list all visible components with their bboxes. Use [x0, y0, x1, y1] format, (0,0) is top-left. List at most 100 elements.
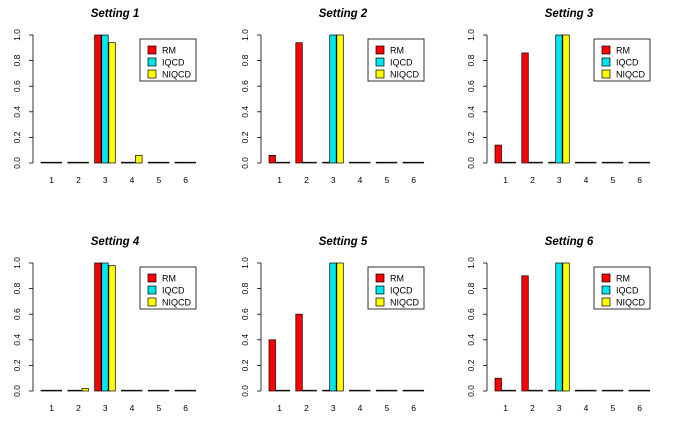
x-tick-label: 1 — [277, 175, 282, 185]
y-tick-label: 0.2 — [240, 131, 250, 143]
bar-iqcd-cat-4 — [583, 162, 590, 163]
y-tick-label: 0.6 — [12, 308, 22, 320]
x-tick-label: 4 — [130, 403, 135, 413]
bar-rm-cat-2 — [68, 390, 75, 391]
x-tick-label: 1 — [277, 403, 282, 413]
legend-label: IQCD — [390, 58, 413, 68]
bar-rm-cat-3 — [549, 390, 556, 391]
x-tick-label: 1 — [503, 175, 508, 185]
bar-rm-cat-4 — [121, 390, 128, 391]
y-tick-label: 0.2 — [12, 359, 22, 371]
legend-swatch-niqcd — [376, 70, 384, 78]
bar-niqcd-cat-2 — [536, 162, 543, 163]
bar-niqcd-cat-4 — [364, 390, 371, 391]
x-tick-label: 3 — [557, 175, 562, 185]
bar-rm-cat-4 — [575, 162, 582, 163]
bar-rm-cat-1 — [269, 155, 276, 163]
x-tick-label: 4 — [358, 175, 363, 185]
legend: RM IQCD NIQCD — [140, 39, 196, 81]
chart-panel-2: Setting 2 0.0 0.2 0.4 0.6 0.8 1.0 1 2 3 4 5 6 RM IQCD N… — [240, 8, 424, 185]
legend-swatch-niqcd — [148, 70, 156, 78]
x-tick-label: 1 — [49, 403, 54, 413]
legend-label: RM — [616, 274, 630, 284]
legend-swatch-iqcd — [148, 58, 156, 66]
x-tick-label: 4 — [130, 175, 135, 185]
legend-label: NIQCD — [390, 298, 420, 308]
bar-iqcd-cat-1 — [502, 390, 509, 391]
x-tick-label: 6 — [637, 403, 642, 413]
bar-rm-cat-1 — [41, 390, 48, 391]
chart-title: Setting 5 — [319, 236, 368, 248]
bar-niqcd-cat-2 — [82, 162, 89, 163]
y-tick-label: 0.4 — [12, 334, 22, 346]
chart-panel-3: Setting 3 0.0 0.2 0.4 0.6 0.8 1.0 1 2 3 4 5 6 RM IQCD N… — [466, 8, 650, 185]
legend-swatch-rm — [376, 274, 384, 282]
legend: RM IQCD NIQCD — [140, 267, 196, 309]
bar-niqcd-cat-4 — [136, 155, 143, 163]
bar-niqcd-cat-5 — [162, 162, 169, 163]
chart-panel-4: Setting 4 0.0 0.2 0.4 0.6 0.8 1.0 1 2 3 4 5 6 RM IQCD N… — [12, 236, 196, 413]
x-tick-label: 5 — [610, 403, 615, 413]
bar-rm-cat-2 — [522, 276, 529, 391]
legend-label: NIQCD — [162, 70, 192, 80]
bar-niqcd-cat-4 — [364, 162, 371, 163]
bar-iqcd-cat-2 — [75, 390, 82, 391]
bar-niqcd-cat-5 — [616, 162, 623, 163]
y-tick-label: 1.0 — [466, 257, 476, 269]
x-tick-label: 2 — [530, 175, 535, 185]
bar-niqcd-cat-6 — [189, 162, 196, 163]
bar-rm-cat-4 — [349, 390, 356, 391]
bar-niqcd-cat-3 — [109, 266, 116, 391]
bar-iqcd-cat-5 — [609, 390, 616, 391]
bar-iqcd-cat-5 — [383, 390, 390, 391]
y-tick-label: 0.0 — [12, 157, 22, 169]
legend: RM IQCD NIQCD — [594, 267, 650, 309]
legend-swatch-rm — [376, 46, 384, 54]
x-tick-label: 4 — [584, 175, 589, 185]
chart-title: Setting 4 — [91, 236, 140, 248]
bar-niqcd-cat-6 — [189, 390, 196, 391]
bar-rm-cat-1 — [495, 145, 502, 163]
bar-niqcd-cat-1 — [509, 162, 516, 163]
x-tick-label: 3 — [103, 175, 108, 185]
bar-iqcd-cat-6 — [410, 162, 417, 163]
bar-niqcd-cat-5 — [390, 390, 397, 391]
bar-niqcd-cat-5 — [162, 390, 169, 391]
x-tick-label: 3 — [331, 403, 336, 413]
bar-iqcd-cat-2 — [75, 162, 82, 163]
y-tick-label: 0.6 — [466, 308, 476, 320]
bar-iqcd-cat-4 — [583, 390, 590, 391]
bar-rm-cat-3 — [95, 263, 102, 391]
x-tick-label: 5 — [156, 175, 161, 185]
bar-rm-cat-3 — [95, 35, 102, 163]
y-tick-label: 0.0 — [240, 385, 250, 397]
y-tick-label: 0.4 — [466, 334, 476, 346]
bar-niqcd-cat-5 — [390, 162, 397, 163]
legend-swatch-niqcd — [148, 298, 156, 306]
y-tick-label: 0.6 — [12, 80, 22, 92]
legend-label: IQCD — [616, 58, 639, 68]
bar-niqcd-cat-2 — [82, 388, 89, 391]
bar-niqcd-cat-2 — [310, 390, 317, 391]
x-tick-label: 3 — [331, 175, 336, 185]
y-tick-label: 0.0 — [466, 157, 476, 169]
bar-niqcd-cat-2 — [310, 162, 317, 163]
x-tick-label: 6 — [411, 175, 416, 185]
legend: RM IQCD NIQCD — [594, 39, 650, 81]
y-tick-label: 0.0 — [12, 385, 22, 397]
legend-label: NIQCD — [616, 298, 646, 308]
x-tick-label: 5 — [156, 403, 161, 413]
bar-rm-cat-6 — [629, 390, 636, 391]
legend-swatch-niqcd — [376, 298, 384, 306]
y-tick-label: 0.8 — [240, 282, 250, 294]
bar-niqcd-cat-1 — [55, 390, 62, 391]
bar-rm-cat-5 — [376, 162, 383, 163]
bar-niqcd-cat-6 — [643, 162, 650, 163]
bar-iqcd-cat-4 — [357, 390, 364, 391]
x-tick-label: 2 — [530, 403, 535, 413]
y-tick-label: 0.4 — [466, 106, 476, 118]
bar-niqcd-cat-3 — [109, 43, 116, 163]
bar-rm-cat-2 — [68, 162, 75, 163]
bar-niqcd-cat-1 — [283, 162, 290, 163]
